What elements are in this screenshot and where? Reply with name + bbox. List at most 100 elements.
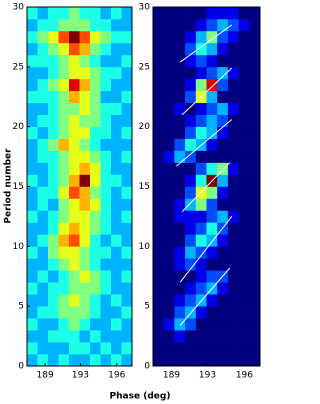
heatmap-cell bbox=[153, 114, 164, 127]
heatmap-cell bbox=[48, 258, 59, 271]
x-tick-label: 196 bbox=[236, 371, 253, 381]
heatmap-cell bbox=[48, 342, 59, 355]
heatmap-cell bbox=[69, 78, 80, 92]
heatmap-cell bbox=[217, 306, 229, 319]
heatmap-cell bbox=[27, 18, 38, 32]
heatmap-cell bbox=[206, 114, 218, 127]
heatmap-cell bbox=[121, 114, 133, 127]
heatmap-cell bbox=[58, 246, 70, 259]
heatmap-cell bbox=[227, 186, 239, 199]
heatmap-cell bbox=[185, 234, 197, 247]
heatmap-cell bbox=[48, 210, 59, 223]
heatmap-cell bbox=[217, 42, 229, 56]
heatmap-cell bbox=[163, 78, 175, 92]
x-tick-label: 193 bbox=[72, 371, 89, 381]
heatmap-cell bbox=[185, 210, 197, 223]
heatmap-cell bbox=[249, 54, 261, 68]
heatmap-cell bbox=[48, 306, 59, 319]
heatmap-cell bbox=[69, 90, 80, 104]
heatmap-cell bbox=[195, 330, 207, 343]
heatmap-cell bbox=[69, 66, 80, 80]
heatmap-cell bbox=[163, 66, 175, 80]
heatmap-cell bbox=[238, 90, 250, 104]
heatmap-cell bbox=[79, 186, 91, 199]
heatmap-cell bbox=[111, 30, 122, 44]
heatmap-cell bbox=[174, 186, 186, 199]
heatmap-cell bbox=[90, 282, 101, 295]
heatmap-cell bbox=[69, 246, 80, 259]
heatmap-cell bbox=[90, 54, 101, 68]
heatmap-cell bbox=[37, 174, 49, 187]
heatmap-cell bbox=[37, 138, 49, 151]
heatmap-cell bbox=[238, 78, 250, 92]
heatmap-cell bbox=[217, 54, 229, 68]
heatmap-cell bbox=[195, 282, 207, 295]
heatmap-cell bbox=[37, 186, 49, 199]
heatmap-cell bbox=[195, 174, 207, 187]
heatmap-cell bbox=[79, 18, 91, 32]
heatmap-cell bbox=[206, 18, 218, 32]
heatmap-cell bbox=[27, 282, 38, 295]
heatmap-cell bbox=[90, 30, 101, 44]
heatmap-cell bbox=[48, 54, 59, 68]
heatmap-cell bbox=[163, 246, 175, 259]
heatmap-cell bbox=[58, 282, 70, 295]
heatmap-cell bbox=[27, 174, 38, 187]
heatmap-cell bbox=[27, 318, 38, 331]
heatmap-cell bbox=[69, 234, 80, 247]
heatmap-cell bbox=[195, 66, 207, 80]
heatmap-cell bbox=[227, 102, 239, 115]
heatmap-cell bbox=[238, 162, 250, 175]
heatmap-cell bbox=[249, 198, 261, 211]
heatmap-cell bbox=[121, 90, 133, 104]
heatmap-cell bbox=[100, 198, 112, 211]
heatmap-cell bbox=[249, 7, 261, 20]
heatmap-cell bbox=[90, 174, 101, 187]
heatmap-cell bbox=[206, 78, 218, 92]
heatmap-cell bbox=[58, 30, 70, 44]
heatmap-cell bbox=[153, 354, 164, 367]
heatmap-cell bbox=[174, 78, 186, 92]
heatmap-cell bbox=[111, 270, 122, 283]
heatmap-cell bbox=[121, 258, 133, 271]
heatmap-cell bbox=[121, 42, 133, 56]
heatmap-cell bbox=[185, 66, 197, 80]
heatmap-cell bbox=[163, 258, 175, 271]
heatmap-cell bbox=[174, 126, 186, 139]
heatmap-cell bbox=[238, 270, 250, 283]
heatmap-cell bbox=[69, 126, 80, 139]
heatmap-cell bbox=[58, 258, 70, 271]
heatmap-cell bbox=[90, 342, 101, 355]
heatmap-cell bbox=[174, 306, 186, 319]
heatmap-cell bbox=[37, 7, 49, 20]
heatmap-cell bbox=[90, 66, 101, 80]
heatmap-cell bbox=[79, 138, 91, 151]
heatmap-cell bbox=[163, 234, 175, 247]
heatmap-cell bbox=[100, 210, 112, 223]
heatmap-cell bbox=[238, 42, 250, 56]
heatmap-cell bbox=[185, 246, 197, 259]
heatmap-cell bbox=[27, 30, 38, 44]
heatmap-cell bbox=[227, 306, 239, 319]
heatmap-cell bbox=[163, 210, 175, 223]
heatmap-cell bbox=[217, 162, 229, 175]
heatmap-cell bbox=[79, 318, 91, 331]
heatmap-cell bbox=[195, 270, 207, 283]
heatmap-cell bbox=[27, 222, 38, 235]
heatmap-cell bbox=[79, 126, 91, 139]
heatmap-cell bbox=[238, 258, 250, 271]
heatmap-cell bbox=[163, 174, 175, 187]
heatmap-cell bbox=[217, 294, 229, 307]
heatmap-cell bbox=[153, 174, 164, 187]
heatmap-cell bbox=[227, 258, 239, 271]
heatmap-cell bbox=[185, 30, 197, 44]
heatmap-cell bbox=[195, 198, 207, 211]
heatmap-cell bbox=[79, 342, 91, 355]
heatmap-cell bbox=[185, 330, 197, 343]
heatmap-cell bbox=[100, 78, 112, 92]
heatmap-cell bbox=[58, 66, 70, 80]
heatmap-cell bbox=[90, 102, 101, 115]
heatmap-cell bbox=[163, 18, 175, 32]
heatmap-cell bbox=[79, 78, 91, 92]
heatmap-cell bbox=[100, 150, 112, 163]
